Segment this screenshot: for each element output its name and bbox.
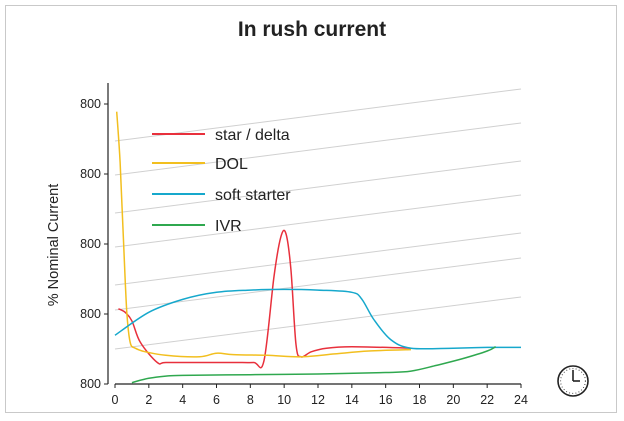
grid-line (114, 88, 522, 142)
legend-label: IVR (215, 218, 242, 235)
x-tick-label: 0 (112, 393, 119, 407)
x-tick-label: 24 (514, 393, 528, 407)
grid-line (114, 296, 522, 350)
series-line-star-delta (118, 229, 412, 369)
y-tick-label: 800 (80, 307, 101, 321)
x-tick-label: 22 (480, 393, 494, 407)
x-tick-label: 12 (311, 393, 325, 407)
legend: star / delta DOL soft starter IVR (152, 127, 291, 235)
series-line-dol (115, 111, 412, 358)
y-tick-label: 800 (80, 237, 101, 251)
x-tick-label: 6 (213, 393, 220, 407)
x-tick-label: 2 (145, 393, 152, 407)
x-tick-label: 16 (379, 393, 393, 407)
y-tick-label: 800 (80, 377, 101, 391)
grid-lines (114, 88, 522, 350)
x-tick-label: 14 (345, 393, 359, 407)
legend-label: soft starter (215, 187, 291, 204)
chart-title: In rush current (237, 18, 387, 41)
y-axis-label: % Nominal Current (46, 184, 62, 307)
legend-label: DOL (215, 156, 248, 173)
grid-line (114, 257, 522, 311)
grid-line (114, 194, 522, 248)
x-tick-label: 8 (247, 393, 254, 407)
x-tick-label: 18 (413, 393, 427, 407)
y-tick-label: 800 (80, 97, 101, 111)
series-line-soft-starter (114, 288, 522, 350)
grid-line (114, 122, 522, 176)
x-tick-label: 20 (446, 393, 460, 407)
clock-icon (557, 365, 589, 397)
x-tick-label: 4 (179, 393, 186, 407)
y-tick-label: 800 (80, 167, 101, 181)
series-line-ivr (131, 346, 496, 384)
grid-line (114, 232, 522, 286)
series-lines (114, 111, 522, 384)
chart-frame (5, 5, 617, 413)
grid-line (114, 160, 522, 214)
x-tick-label: 10 (277, 393, 291, 407)
legend-label: star / delta (215, 127, 290, 144)
